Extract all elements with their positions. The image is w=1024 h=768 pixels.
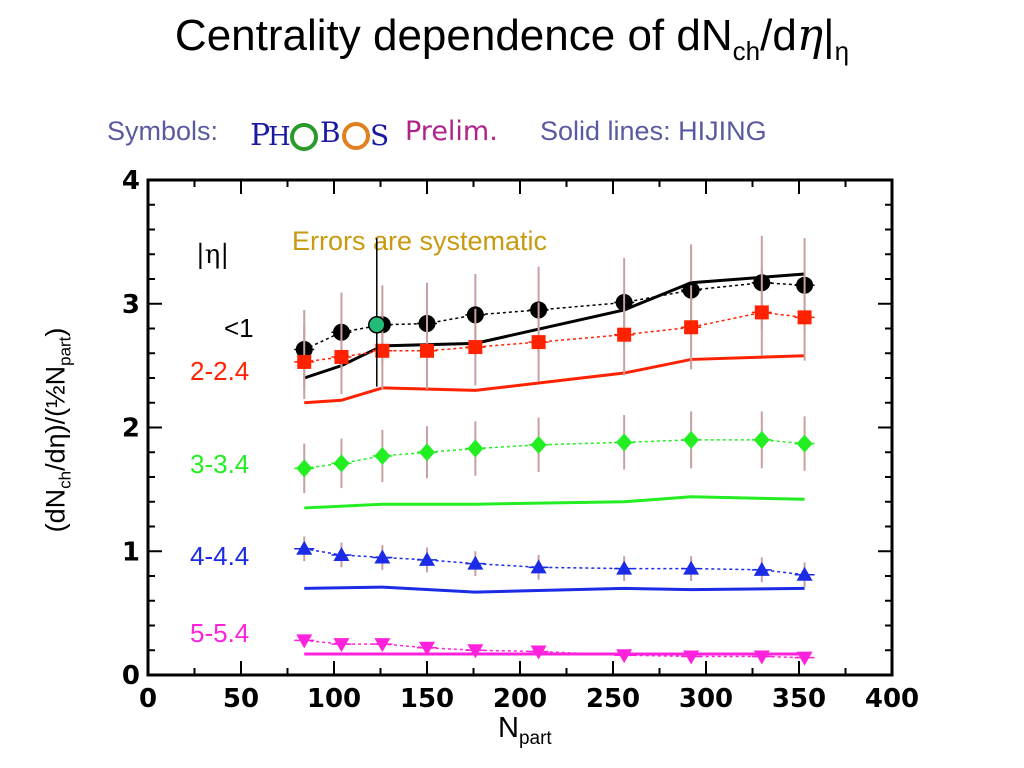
data-point — [467, 644, 484, 659]
data-point — [467, 439, 484, 458]
hijing-line — [304, 495, 805, 510]
x-tick-label: 150 — [400, 684, 454, 714]
data-point — [374, 549, 391, 564]
data-point — [296, 459, 313, 478]
data-point — [616, 433, 633, 452]
page-title: Centrality dependence of dNch/dη|η — [174, 10, 850, 66]
data-point — [616, 560, 633, 575]
data-point — [617, 327, 632, 342]
data-point — [374, 446, 391, 465]
data-point — [375, 343, 390, 358]
svg-text:S: S — [370, 119, 389, 152]
x-tick-label: 300 — [679, 684, 733, 714]
hijing-label: Solid lines: HIJING — [540, 116, 767, 146]
data-point — [419, 641, 435, 656]
svg-text:H: H — [268, 122, 291, 152]
data-point — [683, 560, 700, 575]
hijing-line — [304, 585, 805, 594]
data-point — [796, 434, 813, 453]
preliminary-label: Prelim. — [405, 116, 498, 147]
x-tick-label: 350 — [772, 684, 826, 714]
data-point — [296, 634, 313, 649]
data-line — [304, 639, 805, 659]
data-point — [467, 555, 484, 570]
data-point — [333, 454, 350, 473]
x-tick-label: 200 — [493, 684, 547, 714]
x-tick-label: 250 — [586, 684, 640, 714]
y-tick-label: 2 — [122, 414, 140, 444]
data-point — [420, 343, 434, 358]
data-point — [468, 340, 483, 355]
y-tick-label: 3 — [122, 290, 140, 320]
data-point — [684, 320, 699, 335]
svg-text:B: B — [320, 116, 341, 149]
x-tick-label: 100 — [307, 684, 361, 714]
x-tick-label: 400 — [865, 684, 919, 714]
hijing-line — [304, 354, 805, 405]
phobos-logo-icon: P H B S — [250, 116, 389, 153]
series-label: 3-3.4 — [190, 449, 249, 479]
data-point — [796, 566, 813, 581]
series-label: 5-5.4 — [190, 618, 249, 648]
data-point — [419, 551, 435, 566]
data-point — [531, 335, 546, 350]
data-point — [530, 645, 547, 660]
x-axis-label: Npart — [498, 712, 552, 749]
y-tick-label: 0 — [122, 661, 140, 691]
series-label: 4-4.4 — [190, 541, 249, 571]
data-point — [530, 435, 547, 454]
data-point — [374, 638, 391, 653]
y-tick-label: 4 — [122, 166, 140, 196]
special-point — [368, 316, 386, 334]
data-line — [303, 281, 805, 351]
x-tick-label: 0 — [139, 684, 157, 714]
data-point — [530, 559, 547, 574]
data-point — [683, 650, 700, 665]
data-point — [753, 561, 770, 576]
data-point — [333, 546, 350, 561]
data-point — [796, 651, 813, 666]
data-point — [296, 540, 313, 555]
data-point — [754, 305, 769, 320]
data-point — [419, 443, 435, 462]
data-point — [297, 354, 312, 369]
svg-text:P: P — [250, 118, 270, 153]
data-point — [797, 310, 812, 325]
series-label: <1 — [224, 313, 254, 343]
data-point — [683, 430, 700, 449]
data-point — [753, 650, 770, 665]
y-tick-label: 1 — [122, 537, 140, 567]
data-line — [304, 439, 805, 470]
data-point — [616, 649, 633, 664]
data-point — [753, 430, 770, 449]
x-tick-label: 50 — [223, 684, 259, 714]
errors-note: Errors are systematic — [292, 226, 547, 256]
data-point — [333, 638, 350, 653]
eta-header: |η| — [196, 240, 229, 270]
data-point — [334, 349, 349, 364]
series-label: 2-2.4 — [190, 356, 249, 386]
symbols-label: Symbols: — [107, 116, 219, 146]
